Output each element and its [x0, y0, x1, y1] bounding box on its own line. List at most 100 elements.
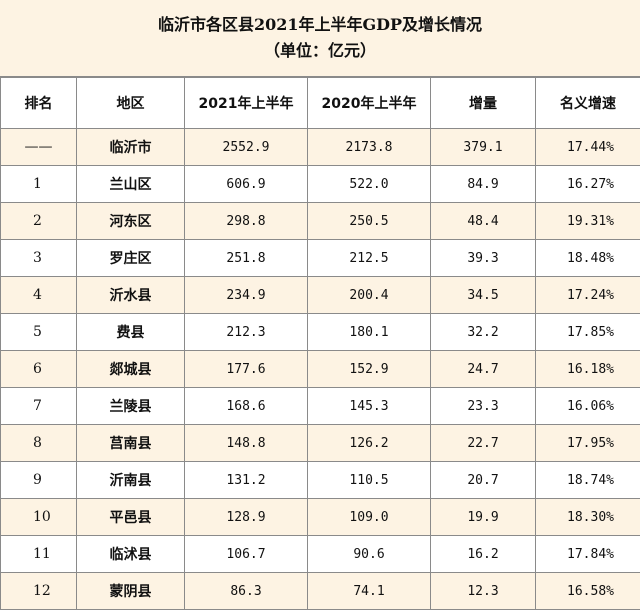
gdp-2021-cell: 131.2 — [185, 462, 308, 499]
gdp-2020-cell: 90.6 — [308, 536, 431, 573]
gdp-2021-cell: 212.3 — [185, 314, 308, 351]
rank-cell: 1 — [1, 166, 77, 203]
gdp-2021-cell: 86.3 — [185, 573, 308, 610]
increase-cell: 19.9 — [431, 499, 536, 536]
gdp-2020-cell: 109.0 — [308, 499, 431, 536]
region-cell: 临沭县 — [77, 536, 185, 573]
growth-cell: 16.18% — [536, 351, 640, 388]
growth-cell: 17.44% — [536, 129, 640, 166]
growth-cell: 18.30% — [536, 499, 640, 536]
gdp-2020-cell: 152.9 — [308, 351, 431, 388]
gdp-2020-cell: 180.1 — [308, 314, 431, 351]
rank-cell: 12 — [1, 573, 77, 610]
header-gdp-2021: 2021年上半年 — [185, 78, 308, 129]
header-growth: 名义增速 — [536, 78, 640, 129]
gdp-2021-cell: 177.6 — [185, 351, 308, 388]
title-main: 临沂市各区县2021年上半年GDP及增长情况 — [158, 12, 482, 38]
gdp-2021-cell: 251.8 — [185, 240, 308, 277]
increase-cell: 379.1 — [431, 129, 536, 166]
growth-cell: 16.27% — [536, 166, 640, 203]
header-row: 排名 地区 2021年上半年 2020年上半年 增量 名义增速 — [1, 78, 640, 129]
increase-cell: 24.7 — [431, 351, 536, 388]
region-cell: 沂水县 — [77, 277, 185, 314]
gdp-2021-cell: 606.9 — [185, 166, 308, 203]
gdp-2021-cell: 298.8 — [185, 203, 308, 240]
region-cell: 兰山区 — [77, 166, 185, 203]
region-cell: 沂南县 — [77, 462, 185, 499]
gdp-2020-cell: 522.0 — [308, 166, 431, 203]
gdp-2021-cell: 148.8 — [185, 425, 308, 462]
rank-cell: 3 — [1, 240, 77, 277]
gdp-2021-cell: 168.6 — [185, 388, 308, 425]
region-cell: 河东区 — [77, 203, 185, 240]
header-gdp-2020: 2020年上半年 — [308, 78, 431, 129]
increase-cell: 34.5 — [431, 277, 536, 314]
region-cell: 临沂市 — [77, 129, 185, 166]
increase-cell: 32.2 — [431, 314, 536, 351]
gdp-2020-cell: 126.2 — [308, 425, 431, 462]
rank-cell: 7 — [1, 388, 77, 425]
rank-cell: 6 — [1, 351, 77, 388]
gdp-2020-cell: 250.5 — [308, 203, 431, 240]
gdp-2021-cell: 2552.9 — [185, 129, 308, 166]
gdp-2020-cell: 2173.8 — [308, 129, 431, 166]
increase-cell: 48.4 — [431, 203, 536, 240]
gdp-2020-cell: 212.5 — [308, 240, 431, 277]
increase-cell: 20.7 — [431, 462, 536, 499]
growth-cell: 17.95% — [536, 425, 640, 462]
rank-cell: 8 — [1, 425, 77, 462]
header-region: 地区 — [77, 78, 185, 129]
gdp-2021-cell: 234.9 — [185, 277, 308, 314]
increase-cell: 22.7 — [431, 425, 536, 462]
region-cell: 罗庄区 — [77, 240, 185, 277]
gdp-2020-cell: 145.3 — [308, 388, 431, 425]
growth-cell: 18.48% — [536, 240, 640, 277]
growth-cell: 17.84% — [536, 536, 640, 573]
gdp-2021-cell: 128.9 — [185, 499, 308, 536]
gdp-table-sheet: 临沂市各区县2021年上半年GDP及增长情况 （单位：亿元） 排名 地区 202… — [0, 0, 640, 596]
header-increase: 增量 — [431, 78, 536, 129]
increase-cell: 23.3 — [431, 388, 536, 425]
region-cell: 费县 — [77, 314, 185, 351]
gdp-2020-cell: 110.5 — [308, 462, 431, 499]
region-cell: 蒙阴县 — [77, 573, 185, 610]
rank-cell: 11 — [1, 536, 77, 573]
header-rank: 排名 — [1, 78, 77, 129]
growth-cell: 19.31% — [536, 203, 640, 240]
rank-cell: 9 — [1, 462, 77, 499]
growth-cell: 18.74% — [536, 462, 640, 499]
rank-cell: 5 — [1, 314, 77, 351]
increase-cell: 12.3 — [431, 573, 536, 610]
table-title: 临沂市各区县2021年上半年GDP及增长情况 （单位：亿元） — [0, 0, 640, 77]
region-cell: 兰陵县 — [77, 388, 185, 425]
rank-cell: 10 — [1, 499, 77, 536]
growth-cell: 17.24% — [536, 277, 640, 314]
increase-cell: 16.2 — [431, 536, 536, 573]
gdp-2020-cell: 74.1 — [308, 573, 431, 610]
increase-cell: 39.3 — [431, 240, 536, 277]
title-unit: （单位：亿元） — [264, 38, 376, 64]
rank-cell: 2 — [1, 203, 77, 240]
growth-cell: 16.06% — [536, 388, 640, 425]
increase-cell: 84.9 — [431, 166, 536, 203]
region-cell: 郯城县 — [77, 351, 185, 388]
gdp-2021-cell: 106.7 — [185, 536, 308, 573]
rank-cell: —— — [1, 129, 77, 166]
region-cell: 平邑县 — [77, 499, 185, 536]
rank-cell: 4 — [1, 277, 77, 314]
region-cell: 莒南县 — [77, 425, 185, 462]
